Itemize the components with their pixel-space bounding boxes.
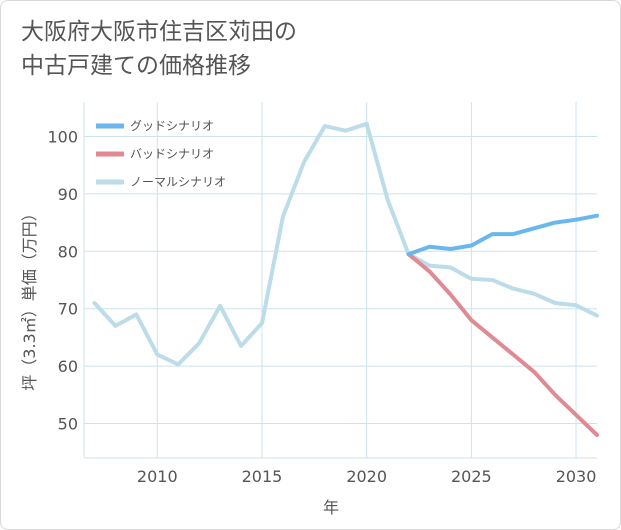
series-line-bad <box>406 252 599 437</box>
series-line-normal <box>92 121 599 367</box>
chart-title: 大阪府大阪市住吉区苅田の 中古戸建ての価格推移 <box>21 15 297 83</box>
y-tick-label: 80 <box>58 242 78 261</box>
tick-labels: 2010 2015 2020 2025 2030 50 60 70 80 90 100 <box>47 127 596 486</box>
x-tick-label: 2030 <box>556 467 597 486</box>
chart-title-line-2: 中古戸建ての価格推移 <box>21 53 251 79</box>
y-axis-title: 坪（3.3㎡）単価（万円） <box>20 205 39 390</box>
series-line-good <box>406 213 599 257</box>
y-tick-label: 100 <box>47 127 78 146</box>
y-tick-label: 60 <box>58 357 78 376</box>
chart-title-line-1: 大阪府大阪市住吉区苅田の <box>21 19 297 45</box>
series-layer <box>92 121 599 437</box>
x-tick-label: 2025 <box>451 467 492 486</box>
legend-label-good: グッドシナリオ <box>130 119 214 133</box>
x-tick-label: 2015 <box>242 467 283 486</box>
y-tick-label: 90 <box>58 185 78 204</box>
x-tick-label: 2020 <box>346 467 387 486</box>
x-tick-label: 2010 <box>137 467 178 486</box>
legend-label-normal: ノーマルシナリオ <box>130 175 226 189</box>
y-tick-label: 70 <box>58 300 78 319</box>
y-tick-label: 50 <box>58 415 78 434</box>
legend-label-bad: バッドシナリオ <box>130 147 214 161</box>
x-axis-title: 年 <box>323 498 339 517</box>
